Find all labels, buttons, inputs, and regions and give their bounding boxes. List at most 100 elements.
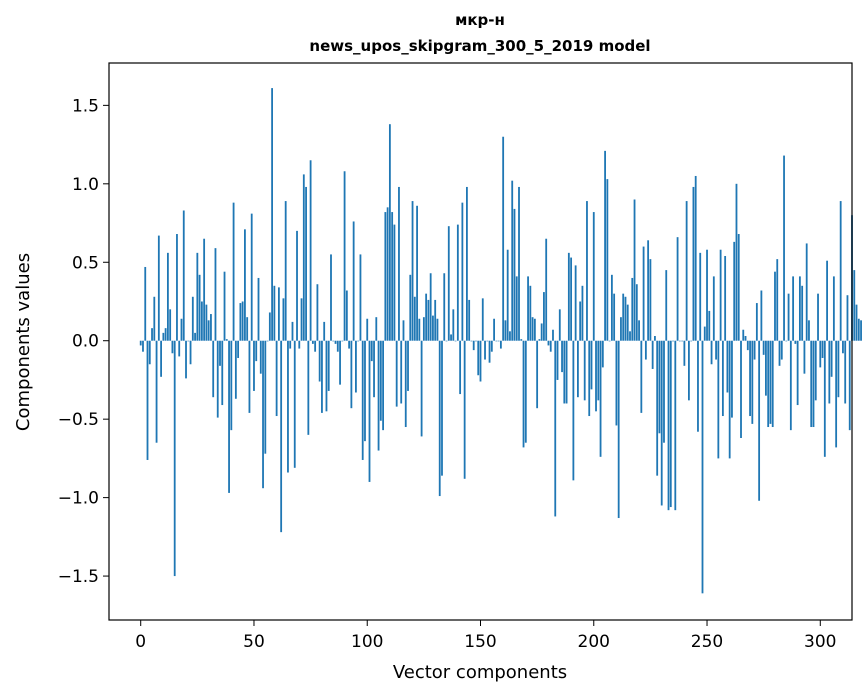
- bar: [343, 171, 346, 341]
- bar: [234, 340, 237, 399]
- bar: [667, 340, 670, 511]
- bar: [769, 340, 772, 424]
- bar: [751, 340, 754, 424]
- bar: [590, 340, 593, 390]
- bar: [579, 301, 582, 341]
- bar: [635, 284, 638, 341]
- bar: [382, 340, 384, 431]
- bar: [765, 340, 767, 396]
- bar: [364, 340, 366, 442]
- bar: [348, 340, 351, 349]
- bar: [749, 340, 751, 417]
- bar: [441, 340, 443, 476]
- bar: [194, 332, 196, 341]
- bar: [529, 285, 532, 341]
- bar: [151, 328, 153, 341]
- bar: [697, 340, 699, 432]
- bar: [314, 340, 317, 352]
- bar: [536, 340, 539, 409]
- bar: [182, 210, 185, 341]
- bar: [203, 238, 206, 341]
- bar: [253, 340, 255, 391]
- bar: [744, 336, 747, 341]
- bar: [787, 293, 790, 341]
- bar: [490, 340, 493, 352]
- bar: [606, 179, 609, 341]
- bar: [649, 259, 652, 341]
- bar: [477, 340, 480, 376]
- bar: [848, 340, 851, 431]
- bar: [379, 340, 382, 421]
- bar: [180, 318, 183, 341]
- bar: [352, 221, 355, 341]
- bar: [622, 293, 625, 341]
- bar: [676, 237, 679, 341]
- bar: [463, 340, 466, 479]
- bar: [715, 340, 717, 360]
- bar: [377, 340, 380, 451]
- bar: [454, 340, 457, 342]
- bar: [148, 340, 151, 365]
- bar: [207, 320, 210, 341]
- bar: [835, 340, 838, 448]
- bar: [620, 317, 622, 341]
- bar: [311, 340, 314, 344]
- bar: [160, 340, 162, 377]
- bar: [613, 293, 616, 341]
- bar: [164, 328, 167, 341]
- bar: [543, 292, 545, 341]
- bar: [345, 290, 348, 341]
- bar: [742, 329, 745, 341]
- bar: [196, 252, 199, 341]
- bar: [407, 340, 409, 391]
- bar: [223, 271, 226, 341]
- bar: [556, 340, 559, 380]
- bar: [241, 301, 244, 341]
- bar: [266, 340, 269, 342]
- bar: [429, 273, 432, 341]
- bar: [785, 340, 788, 342]
- bar: [393, 224, 396, 341]
- bar: [810, 340, 813, 428]
- bar: [228, 340, 230, 493]
- bar: [198, 274, 201, 341]
- bar: [391, 212, 394, 341]
- bar: [595, 340, 597, 412]
- bar: [169, 309, 172, 341]
- x-tick-label: 50: [243, 632, 265, 652]
- bar: [522, 340, 525, 448]
- bar: [520, 339, 523, 341]
- bar: [388, 124, 391, 341]
- bar: [142, 340, 144, 352]
- bar: [402, 320, 405, 341]
- bar: [681, 340, 684, 342]
- bar: [427, 299, 430, 341]
- bar: [792, 276, 795, 341]
- bar: [572, 340, 575, 481]
- y-tick-label: 1.5: [72, 96, 99, 116]
- bar: [558, 309, 561, 341]
- bar: [601, 340, 604, 368]
- bar: [436, 318, 439, 341]
- chart-title-line2: news_upos_skipgram_300_5_2019 model: [309, 37, 650, 55]
- bar: [798, 276, 801, 341]
- bar: [341, 340, 344, 342]
- bar: [386, 207, 389, 341]
- bar: [660, 340, 663, 506]
- bar: [375, 317, 378, 341]
- bar: [400, 340, 403, 404]
- bar: [271, 88, 273, 341]
- bar: [248, 340, 251, 413]
- bar: [694, 175, 697, 341]
- bar: [289, 340, 292, 349]
- bar: [717, 340, 720, 459]
- bar: [307, 340, 310, 435]
- bar: [459, 340, 462, 395]
- bar: [257, 277, 260, 341]
- y-tick-label: −1.0: [58, 489, 99, 509]
- bar: [814, 340, 817, 401]
- x-tick-label: 200: [578, 632, 610, 652]
- bar: [801, 285, 804, 341]
- bar: [200, 301, 203, 341]
